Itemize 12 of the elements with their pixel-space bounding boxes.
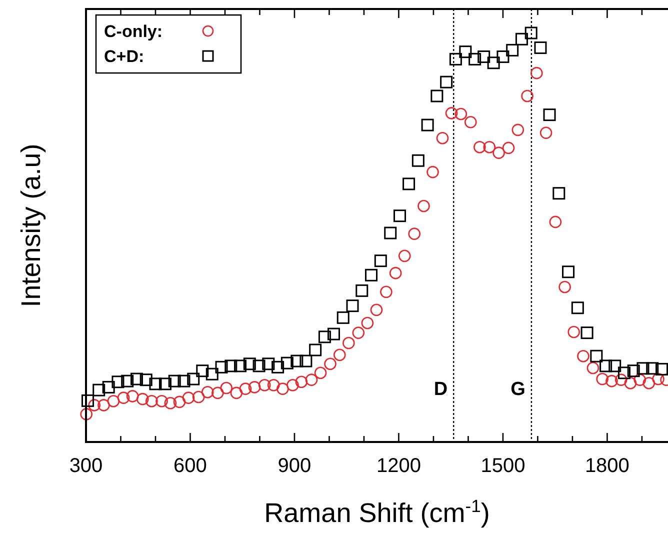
x-tick-label: 300 (69, 455, 103, 477)
x-tick-label: 600 (174, 455, 207, 477)
y-axis-title: Intensity (a.u) (16, 144, 46, 308)
x-tick-label: 1200 (376, 455, 421, 477)
text: C+D: (104, 47, 144, 66)
legend-label: C-only: (104, 22, 163, 41)
ref-line-label: D (434, 379, 448, 400)
ref-line-label: G (510, 379, 526, 400)
x-axis-title: Raman Shift (cm$^{-1}$) (264, 496, 490, 528)
x-tick-label: 1500 (480, 455, 526, 477)
x-tick-label: 900 (278, 455, 312, 477)
x-tick-label: 1800 (584, 455, 630, 477)
